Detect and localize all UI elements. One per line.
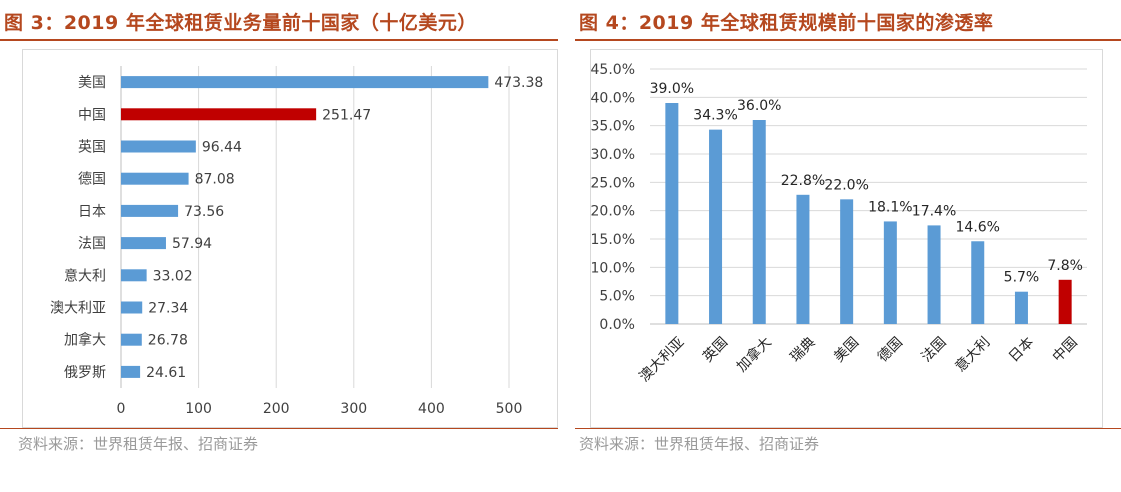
bar	[709, 129, 723, 324]
x-tick-label: 0	[117, 401, 126, 417]
data-label: 22.0%	[824, 177, 868, 193]
bar	[927, 225, 941, 324]
bar	[971, 241, 985, 324]
category-label: 澳大利亚	[50, 301, 106, 317]
category-label: 德国	[78, 172, 106, 188]
data-label: 87.08	[195, 172, 235, 188]
y-tick-label: 15.0%	[591, 232, 635, 248]
bar	[752, 120, 766, 324]
bar	[883, 221, 897, 324]
data-label: 34.3%	[693, 108, 737, 124]
category-label: 加拿大	[733, 334, 775, 376]
right-bottom-rule	[575, 428, 1121, 429]
data-label: 96.44	[202, 140, 242, 156]
y-tick-label: 25.0%	[591, 175, 635, 191]
category-label: 法国	[919, 334, 950, 365]
data-label: 57.94	[172, 236, 212, 252]
left-chart-panel: 图 3：2019 年全球租赁业务量前十国家（十亿美元） 0 100 200 300 40…	[0, 0, 558, 492]
bar	[1058, 279, 1072, 324]
category-label: 法国	[78, 236, 106, 252]
bar	[121, 333, 142, 346]
data-label: 22.8%	[781, 173, 825, 189]
left-source-note: 资料来源：世界租赁年报、招商证券	[18, 435, 259, 453]
category-label: 美国	[831, 334, 862, 365]
bar	[121, 237, 166, 250]
x-tick-label: 400	[418, 401, 445, 417]
y-tick-label: 5.0%	[599, 289, 635, 305]
data-label: 473.38	[494, 75, 543, 91]
data-label: 5.7%	[1004, 270, 1040, 286]
data-label: 7.8%	[1047, 258, 1083, 274]
data-label: 39.0%	[650, 81, 694, 97]
bar	[121, 365, 141, 378]
right-chart-title: 图 4：2019 年全球租赁规模前十国家的渗透率	[579, 12, 994, 34]
data-label: 251.47	[322, 107, 371, 123]
category-label: 德国	[875, 334, 906, 365]
category-label: 日本	[78, 204, 106, 220]
y-tick-label: 10.0%	[591, 260, 635, 276]
y-tick-label: 45.0%	[591, 62, 635, 78]
category-label: 中国	[1050, 334, 1081, 365]
y-tick-label: 20.0%	[591, 204, 635, 220]
data-label: 33.02	[153, 268, 193, 284]
right-bar-chart: 0.0% 5.0% 10.0% 15.0% 20.0% 25.0% 30.0% 35.0% 40…	[591, 62, 1087, 385]
right-chart-panel: 图 4：2019 年全球租赁规模前十国家的渗透率 0.0% 5.0% 10.0% 15…	[575, 0, 1121, 492]
bar	[665, 103, 679, 324]
data-label: 18.1%	[868, 199, 912, 215]
x-tick-label: 200	[263, 401, 290, 417]
category-label: 美国	[78, 75, 106, 91]
data-label: 26.78	[148, 333, 188, 349]
category-label: 澳大利亚	[637, 334, 688, 385]
data-label: 24.61	[146, 365, 186, 381]
category-label: 瑞典	[787, 334, 818, 365]
y-tick-label: 0.0%	[599, 317, 635, 333]
category-label: 英国	[78, 139, 106, 156]
left-bar-chart: 0 100 200 300 400 500 美国 473.38 中国 251.47 英国 96.44 德…	[50, 66, 543, 417]
category-label: 意大利	[64, 267, 106, 284]
data-label: 36.0%	[737, 98, 781, 114]
category-label: 加拿大	[64, 332, 106, 349]
category-label: 日本	[1006, 334, 1037, 365]
data-label: 14.6%	[956, 219, 1000, 235]
category-label: 俄罗斯	[64, 365, 106, 381]
bar	[121, 172, 189, 185]
x-tick-label: 300	[340, 401, 367, 417]
data-label: 73.56	[184, 204, 224, 220]
y-tick-label: 30.0%	[591, 147, 635, 163]
x-tick-label: 100	[185, 401, 212, 417]
category-label: 意大利	[952, 334, 994, 376]
left-chart-title: 图 3：2019 年全球租赁业务量前十国家（十亿美元）	[4, 12, 477, 34]
left-bottom-rule	[0, 428, 558, 429]
right-title-rule	[575, 39, 1121, 41]
y-tick-label: 40.0%	[591, 90, 635, 106]
data-label: 17.4%	[912, 203, 956, 219]
left-title-rule	[0, 39, 558, 41]
bar	[121, 301, 143, 314]
bar	[796, 194, 810, 324]
bar	[121, 76, 489, 89]
bar	[840, 199, 854, 324]
bar	[1014, 291, 1028, 324]
x-tick-label: 500	[496, 401, 523, 417]
right-source-note: 资料来源：世界租赁年报、招商证券	[579, 435, 820, 453]
data-label: 27.34	[148, 301, 188, 317]
bar	[121, 204, 179, 217]
bar	[121, 140, 196, 153]
bar	[121, 108, 317, 121]
category-label: 英国	[699, 334, 731, 366]
category-label: 中国	[78, 107, 106, 123]
y-tick-label: 35.0%	[591, 119, 635, 135]
bar	[121, 269, 147, 282]
